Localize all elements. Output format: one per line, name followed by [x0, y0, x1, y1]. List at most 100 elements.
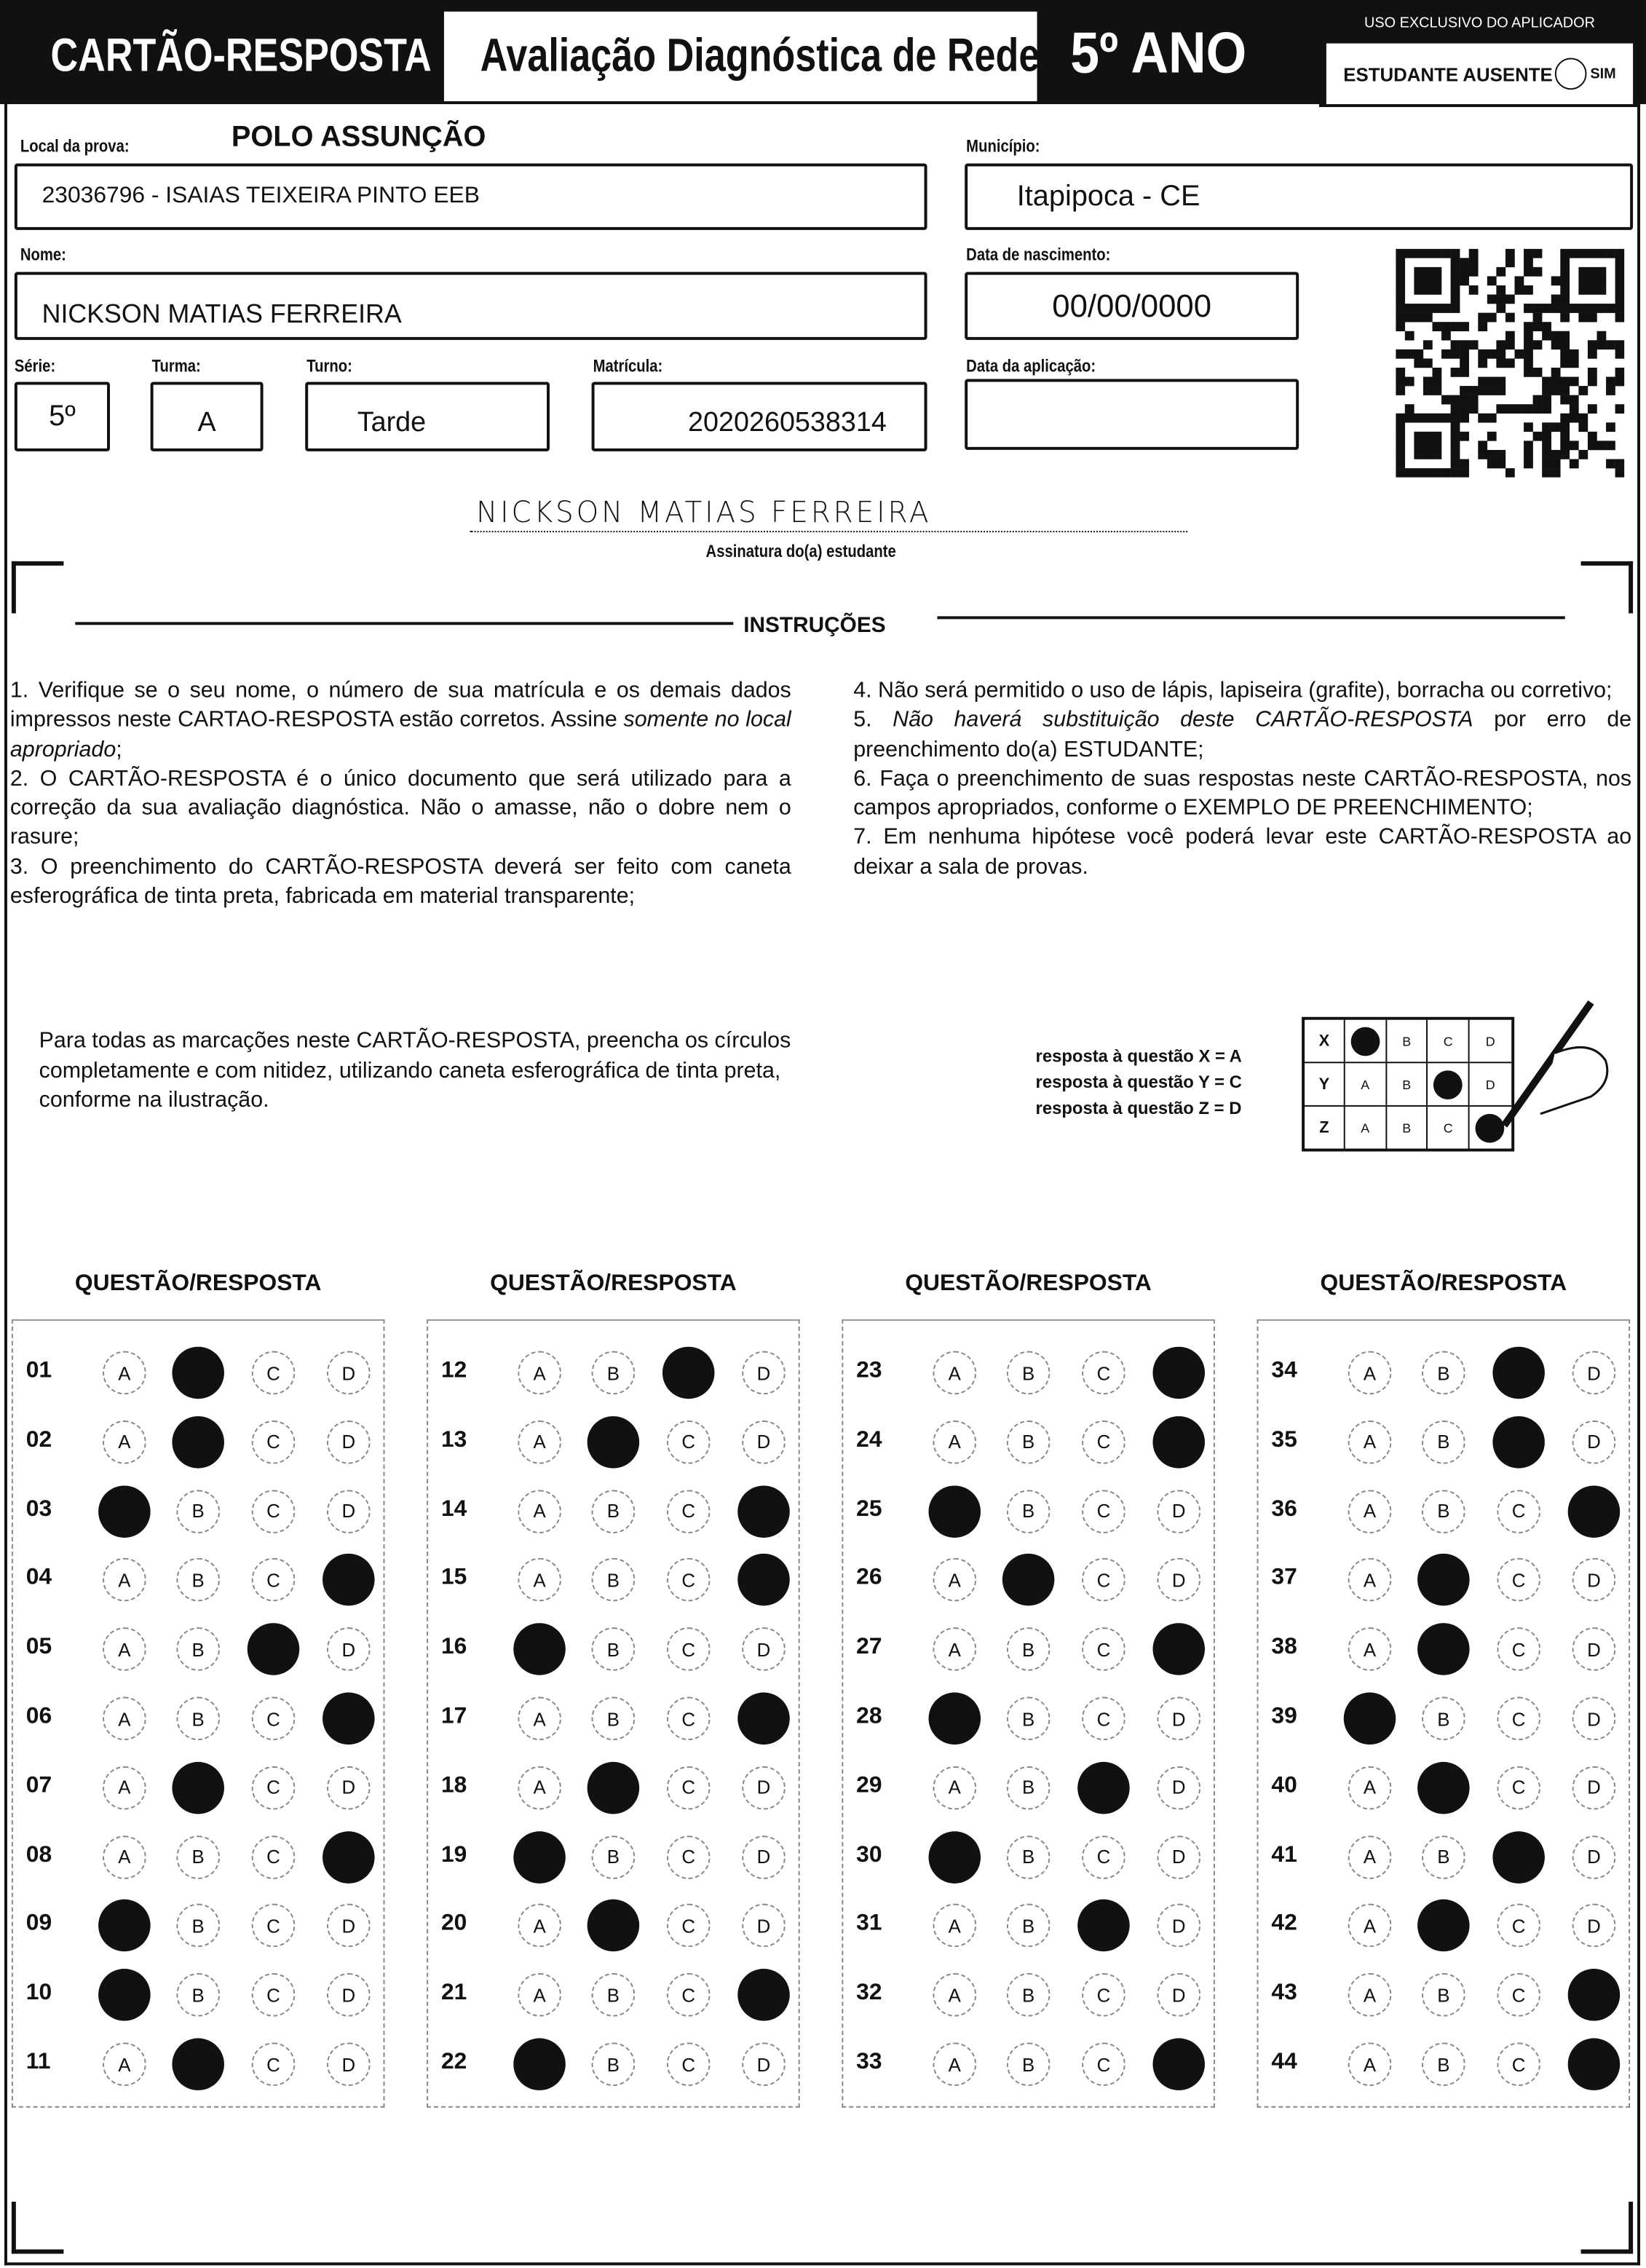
- answer-bubble[interactable]: C: [251, 2042, 296, 2086]
- answer-bubble[interactable]: B: [176, 1558, 220, 1603]
- answer-bubble-filled[interactable]: [1567, 1485, 1621, 1538]
- answer-bubble[interactable]: C: [1082, 2042, 1125, 2086]
- answer-bubble-filled[interactable]: [172, 1346, 224, 1399]
- answer-bubble[interactable]: C: [666, 1973, 711, 2017]
- answer-bubble[interactable]: C: [251, 1696, 296, 1741]
- answer-bubble[interactable]: B: [1006, 1627, 1050, 1672]
- answer-bubble[interactable]: C: [251, 1420, 296, 1464]
- answer-bubble-filled[interactable]: [737, 1554, 790, 1607]
- answer-bubble[interactable]: B: [1422, 1835, 1465, 1879]
- answer-bubble[interactable]: C: [251, 1558, 296, 1603]
- answer-bubble[interactable]: A: [1348, 1904, 1392, 1948]
- answer-bubble-filled[interactable]: [98, 1485, 151, 1538]
- answer-bubble[interactable]: A: [103, 1351, 146, 1395]
- answer-bubble[interactable]: A: [103, 1627, 146, 1672]
- answer-bubble[interactable]: D: [1572, 1627, 1616, 1672]
- answer-bubble-filled[interactable]: [172, 2038, 224, 2090]
- answer-bubble-filled[interactable]: [928, 1485, 981, 1538]
- answer-bubble[interactable]: D: [327, 1904, 371, 1948]
- answer-bubble[interactable]: A: [103, 1420, 146, 1464]
- answer-bubble-filled[interactable]: [323, 1554, 375, 1607]
- answer-bubble[interactable]: C: [251, 1835, 296, 1879]
- answer-bubble[interactable]: D: [742, 1351, 786, 1395]
- answer-bubble[interactable]: D: [1157, 1973, 1201, 2017]
- answer-bubble[interactable]: B: [591, 2042, 636, 2086]
- answer-bubble[interactable]: C: [1497, 1696, 1540, 1741]
- answer-bubble[interactable]: B: [176, 1696, 220, 1741]
- answer-bubble-filled[interactable]: [172, 1761, 224, 1814]
- answer-bubble[interactable]: B: [1422, 1351, 1465, 1395]
- answer-bubble[interactable]: C: [251, 1351, 296, 1395]
- answer-bubble-filled[interactable]: [247, 1623, 300, 1676]
- answer-bubble[interactable]: A: [103, 1766, 146, 1810]
- absent-checkbox[interactable]: [1555, 58, 1588, 90]
- answer-bubble[interactable]: C: [251, 1973, 296, 2017]
- answer-bubble[interactable]: D: [742, 1420, 786, 1464]
- answer-bubble[interactable]: A: [1348, 1558, 1392, 1603]
- answer-bubble-filled[interactable]: [513, 1623, 566, 1676]
- answer-bubble[interactable]: C: [1082, 1351, 1125, 1395]
- answer-bubble[interactable]: A: [933, 1420, 977, 1464]
- answer-bubble-filled[interactable]: [737, 1692, 790, 1745]
- answer-bubble[interactable]: C: [666, 1489, 711, 1533]
- answer-bubble-filled[interactable]: [1417, 1554, 1470, 1607]
- answer-bubble[interactable]: B: [1006, 1835, 1050, 1879]
- answer-bubble[interactable]: B: [1006, 2042, 1050, 2086]
- answer-bubble[interactable]: B: [176, 1627, 220, 1672]
- answer-bubble[interactable]: A: [1348, 1766, 1392, 1810]
- answer-bubble-filled[interactable]: [1567, 1969, 1621, 2021]
- answer-bubble[interactable]: C: [666, 1420, 711, 1464]
- answer-bubble[interactable]: A: [518, 1558, 561, 1603]
- answer-bubble[interactable]: D: [327, 2042, 371, 2086]
- answer-bubble[interactable]: A: [933, 1766, 977, 1810]
- answer-bubble[interactable]: B: [591, 1558, 636, 1603]
- answer-bubble[interactable]: A: [518, 1420, 561, 1464]
- answer-bubble[interactable]: A: [518, 1766, 561, 1810]
- answer-bubble-filled[interactable]: [513, 2038, 566, 2090]
- answer-bubble-filled[interactable]: [172, 1415, 224, 1469]
- answer-bubble[interactable]: A: [103, 1835, 146, 1879]
- answer-bubble[interactable]: D: [1572, 1558, 1616, 1603]
- answer-bubble[interactable]: B: [591, 1351, 636, 1395]
- answer-bubble[interactable]: D: [742, 1627, 786, 1672]
- answer-bubble[interactable]: D: [327, 1489, 371, 1533]
- answer-bubble-filled[interactable]: [1077, 1900, 1130, 1952]
- answer-bubble[interactable]: B: [1006, 1489, 1050, 1533]
- answer-bubble[interactable]: B: [1006, 1766, 1050, 1810]
- answer-bubble[interactable]: C: [1082, 1489, 1125, 1533]
- answer-bubble[interactable]: C: [1082, 1696, 1125, 1741]
- answer-bubble[interactable]: C: [1497, 2042, 1540, 2086]
- answer-bubble[interactable]: A: [933, 1558, 977, 1603]
- answer-bubble-filled[interactable]: [662, 1346, 715, 1399]
- answer-bubble[interactable]: C: [666, 1627, 711, 1672]
- answer-bubble[interactable]: D: [742, 2042, 786, 2086]
- answer-bubble[interactable]: C: [1082, 1627, 1125, 1672]
- answer-bubble[interactable]: B: [1006, 1904, 1050, 1948]
- answer-bubble[interactable]: C: [251, 1766, 296, 1810]
- answer-bubble[interactable]: D: [1157, 1904, 1201, 1948]
- answer-bubble[interactable]: A: [518, 1904, 561, 1948]
- answer-bubble[interactable]: A: [1348, 1420, 1392, 1464]
- answer-bubble-filled[interactable]: [1567, 2038, 1621, 2090]
- answer-bubble[interactable]: C: [1082, 1558, 1125, 1603]
- answer-bubble[interactable]: A: [518, 1973, 561, 2017]
- answer-bubble-filled[interactable]: [737, 1969, 790, 2021]
- answer-bubble-filled[interactable]: [928, 1692, 981, 1745]
- answer-bubble[interactable]: A: [103, 2042, 146, 2086]
- answer-bubble[interactable]: A: [1348, 2042, 1392, 2086]
- answer-bubble-filled[interactable]: [1002, 1554, 1055, 1607]
- answer-bubble-filled[interactable]: [1152, 1346, 1206, 1399]
- answer-bubble[interactable]: D: [742, 1766, 786, 1810]
- answer-bubble[interactable]: D: [1572, 1420, 1616, 1464]
- answer-bubble[interactable]: B: [1422, 1696, 1465, 1741]
- answer-bubble[interactable]: A: [518, 1696, 561, 1741]
- answer-bubble[interactable]: C: [1497, 1627, 1540, 1672]
- answer-bubble[interactable]: C: [1497, 1766, 1540, 1810]
- answer-bubble[interactable]: D: [1157, 1696, 1201, 1741]
- answer-bubble[interactable]: C: [1497, 1558, 1540, 1603]
- answer-bubble[interactable]: C: [666, 1766, 711, 1810]
- answer-bubble-filled[interactable]: [323, 1830, 375, 1884]
- answer-bubble[interactable]: A: [933, 1973, 977, 2017]
- answer-bubble[interactable]: A: [933, 1627, 977, 1672]
- answer-bubble[interactable]: C: [1082, 1973, 1125, 2017]
